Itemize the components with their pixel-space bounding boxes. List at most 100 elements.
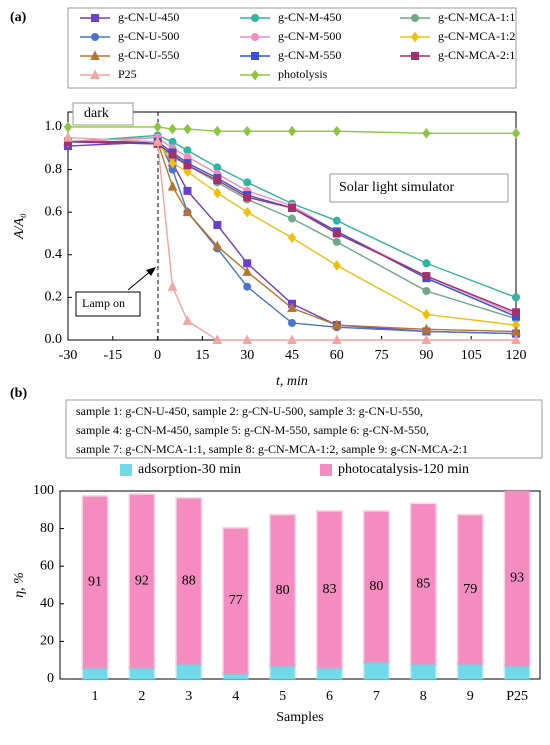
data-label: 80 [369,579,383,594]
x-tick-label: 60 [330,348,344,363]
annotation-box [75,291,141,317]
bar-segment [175,497,203,666]
data-point [287,302,297,313]
data-label: 88 [182,573,196,588]
x-tick-label: 2 [138,689,145,704]
data-point [243,282,252,291]
bar-segment [503,489,531,668]
data-label: 91 [88,574,102,589]
legend-marker [410,31,420,43]
data-point [182,315,193,325]
data-point [213,187,222,199]
data-label: 79 [463,582,477,597]
y-tick-label: 100 [33,483,54,498]
x-axis-label: t, min [276,374,308,389]
series-line [67,141,517,320]
bar-segment [222,527,250,675]
series-line [68,141,517,318]
data-point [331,334,342,344]
panel-label: (a) [10,10,27,25]
data-point [243,178,252,187]
data-label: 93 [510,571,524,586]
data-point [167,180,178,191]
data-point [168,123,177,135]
legend-swatch [120,464,132,476]
legend-marker [91,14,99,22]
x-tick-label: 120 [506,348,527,363]
legend-marker [250,69,260,81]
x-tick-label: 45 [285,348,299,363]
data-point [422,259,431,268]
data-point [287,334,297,344]
x-tick-label: 105 [461,348,482,363]
data-point [168,150,177,159]
data-point [421,323,432,334]
legend-label: g-CN-U-450 [118,10,179,24]
data-point [63,131,73,142]
data-point [287,232,297,244]
legend-label: P25 [118,67,137,81]
data-point [243,259,252,268]
data-label: 92 [135,573,149,588]
bar-segment [128,493,156,670]
arrow-head [146,267,156,276]
annotation: Solar light simulator [339,180,454,195]
x-tick-label: -30 [59,348,78,363]
data-point [213,176,222,185]
x-tick-label: 75 [375,348,389,363]
series-line [68,141,517,326]
data-point [422,127,431,139]
y-tick-label: 40 [40,596,54,611]
y-tick-label: 0 [47,671,54,686]
annotation: Lamp on [82,296,125,310]
bar-segment [128,666,156,681]
bar-segment [81,495,109,670]
bar-segment [362,660,390,681]
data-point [332,229,341,238]
legend-marker [411,52,419,60]
arrow [127,269,153,291]
y-tick-label: 0.6 [45,204,63,219]
legend-label: g-CN-MCA-1:2 [438,29,515,43]
bar-segment [409,502,437,666]
annotation: dark [84,106,109,121]
series-line [67,136,516,341]
data-point [288,318,296,327]
data-point [242,266,253,276]
legend-marker [411,14,419,22]
bar-segment [269,513,297,668]
legend-marker [251,33,259,41]
data-point [422,309,431,320]
legend-label: g-CN-M-500 [278,29,341,43]
annotation-box [329,173,509,203]
legend-label: g-CN-MCA-2:1 [438,48,515,62]
legend-marker [251,14,259,22]
data-point [212,334,223,344]
x-tick-label: 5 [279,689,286,704]
data-point [153,121,162,133]
legend-marker [91,33,99,41]
x-tick-label: 6 [326,689,333,704]
y-tick-label: 0.2 [45,290,63,305]
legend-label: g-CN-M-550 [278,48,341,62]
bar-segment [456,662,484,681]
data-point [422,272,431,281]
legend-label: adsorption-30 min [138,462,241,477]
data-point [512,293,520,302]
data-point [63,121,73,133]
legend-label: g-CN-U-550 [118,48,179,62]
data-label: 85 [416,576,430,591]
x-tick-label: 0 [154,348,161,363]
x-tick-label: 15 [195,348,209,363]
note-line: sample 1: g-CN-U-450, sample 2: g-CN-U-5… [76,404,423,418]
bar-segment [409,662,437,681]
series-line [67,134,517,299]
bar-segment [175,662,203,681]
data-point [213,125,222,137]
y-tick-label: 60 [40,558,54,573]
data-point [152,136,163,146]
data-point [331,319,342,330]
annotation-box [72,102,134,126]
series-line [67,141,517,313]
bar-segment [362,510,390,664]
